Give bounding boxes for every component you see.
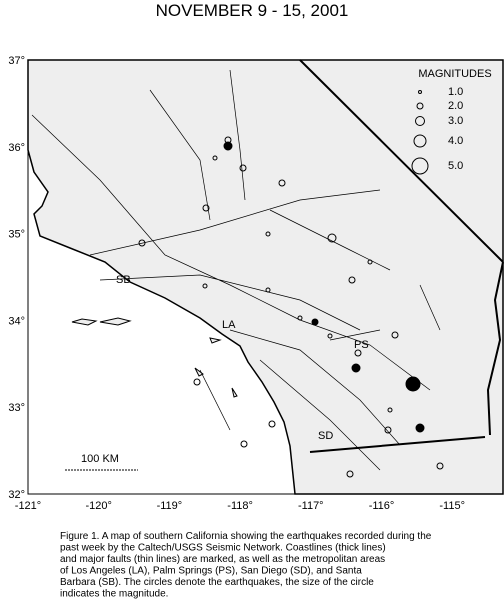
lat-label: 37° (8, 55, 25, 67)
earthquakes (138, 136, 444, 478)
lon-label: -121° (15, 500, 41, 512)
lon-label: -118° (227, 500, 253, 512)
lon-label: -120° (85, 500, 111, 512)
caption-line: of Los Angeles (LA), Palm Springs (PS), … (60, 566, 362, 577)
place-label: PS (354, 339, 369, 351)
caption-line: and major faults (thin lines) are marked… (60, 554, 385, 565)
lat-label: 34° (8, 315, 25, 327)
caption-line: Barbara (SB). The circles denote the ear… (60, 577, 374, 588)
title: NOVEMBER 9 - 15, 2001 (156, 1, 349, 20)
legend-entry: 2.0 (448, 100, 463, 112)
lon-label: -115° (439, 500, 465, 512)
place-label: SB (116, 274, 131, 286)
islands (71, 317, 238, 398)
scale-label: 100 KM (81, 453, 119, 465)
lon-label: -116° (369, 500, 395, 512)
lat-label: 33° (8, 402, 25, 414)
map: MAGNITUDES 100 KM SB LA PS SD (27, 59, 504, 495)
lon-label: -119° (157, 500, 183, 512)
legend-entry: 1.0 (448, 86, 463, 98)
lat-label: 32° (8, 489, 25, 501)
place-label: SD (318, 430, 333, 442)
legend-entry: 3.0 (448, 115, 463, 127)
faults (31, 69, 441, 471)
legend-entry: 5.0 (448, 160, 463, 172)
caption-line: Figure 1. A map of southern California s… (60, 531, 432, 542)
legend-title: MAGNITUDES (418, 68, 491, 80)
land (27, 59, 504, 495)
caption-line: past week by the Caltech/USGS Seismic Ne… (60, 543, 386, 554)
caption-line: indicates the magnitude. (60, 589, 168, 600)
lat-label: 36° (8, 142, 25, 154)
lat-label: 35° (8, 229, 25, 241)
place-label: LA (222, 319, 236, 331)
borders (299, 59, 504, 453)
legend-entry: 4.0 (448, 135, 463, 147)
legend (411, 90, 429, 175)
lon-label: -117° (298, 500, 324, 512)
